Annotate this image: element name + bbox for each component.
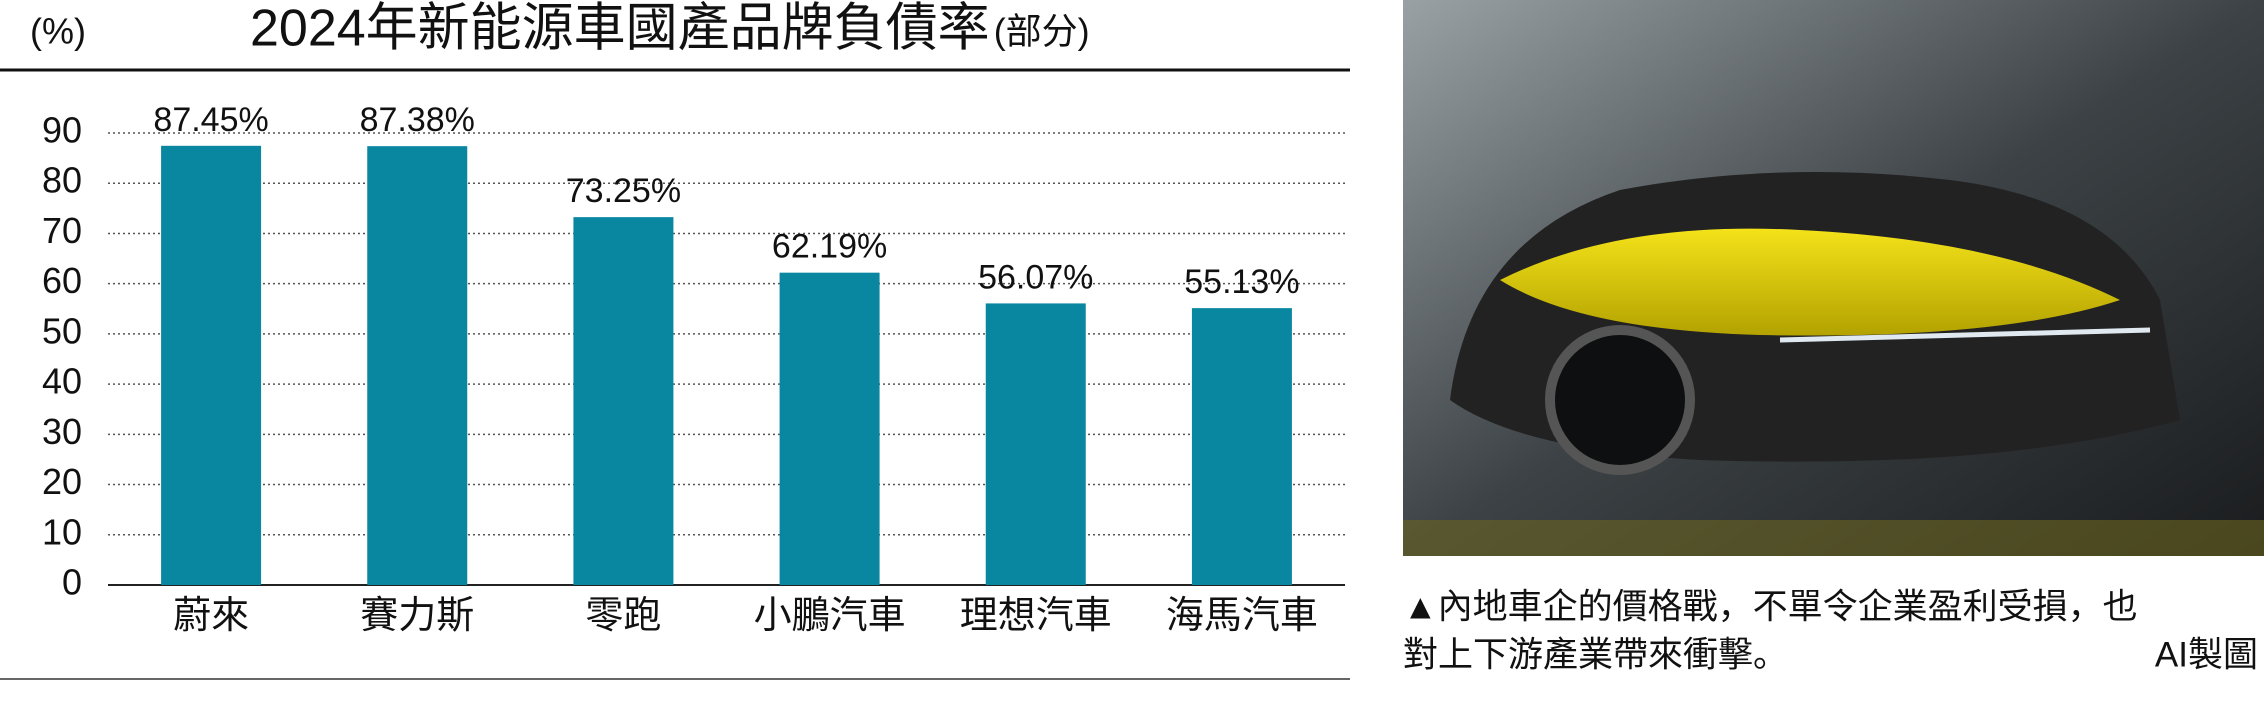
value-label: 55.13% bbox=[1184, 263, 1299, 301]
value-label: 73.25% bbox=[566, 172, 681, 210]
value-label: 87.45% bbox=[153, 101, 268, 139]
bar bbox=[367, 146, 468, 586]
y-axis-unit: (%) bbox=[30, 11, 86, 52]
y-tick-label: 60 bbox=[42, 260, 82, 301]
y-tick-label: 10 bbox=[42, 511, 82, 552]
y-tick-label: 0 bbox=[62, 562, 82, 603]
caption-credit: AI製圖 bbox=[2155, 635, 2258, 674]
bar bbox=[161, 145, 262, 585]
caption-line: 對上下游產業帶來衝擊。 bbox=[1403, 635, 1788, 674]
x-tick-label: 海馬汽車 bbox=[1166, 595, 1318, 637]
chart-subtitle: (部分) bbox=[994, 11, 1090, 52]
bar bbox=[779, 272, 880, 585]
bar bbox=[573, 217, 674, 585]
chart-title: 2024年新能源車國產品牌負債率 bbox=[250, 0, 990, 58]
y-tick-label: 80 bbox=[42, 160, 82, 201]
x-tick-label: 賽力斯 bbox=[360, 595, 474, 637]
y-tick-label: 30 bbox=[42, 411, 82, 452]
value-label: 62.19% bbox=[772, 228, 887, 266]
value-label: 87.38% bbox=[360, 101, 475, 139]
photo bbox=[1403, 0, 2264, 556]
x-tick-label: 小鵬汽車 bbox=[754, 595, 906, 637]
x-tick-label: 理想汽車 bbox=[960, 595, 1112, 637]
y-tick-label: 70 bbox=[42, 210, 82, 251]
value-label: 56.07% bbox=[978, 258, 1093, 296]
x-tick-label: 零跑 bbox=[585, 595, 661, 637]
y-tick-label: 40 bbox=[42, 361, 82, 402]
x-tick-label: 蔚來 bbox=[173, 595, 249, 637]
y-tick-label: 50 bbox=[42, 310, 82, 351]
caption-line: ▲內地車企的價格戰，不單令企業盈利受損，也 bbox=[1403, 587, 2138, 626]
y-tick-label: 90 bbox=[42, 110, 82, 151]
bar bbox=[1191, 308, 1292, 585]
bar bbox=[985, 303, 1086, 585]
y-tick-label: 20 bbox=[42, 461, 82, 502]
